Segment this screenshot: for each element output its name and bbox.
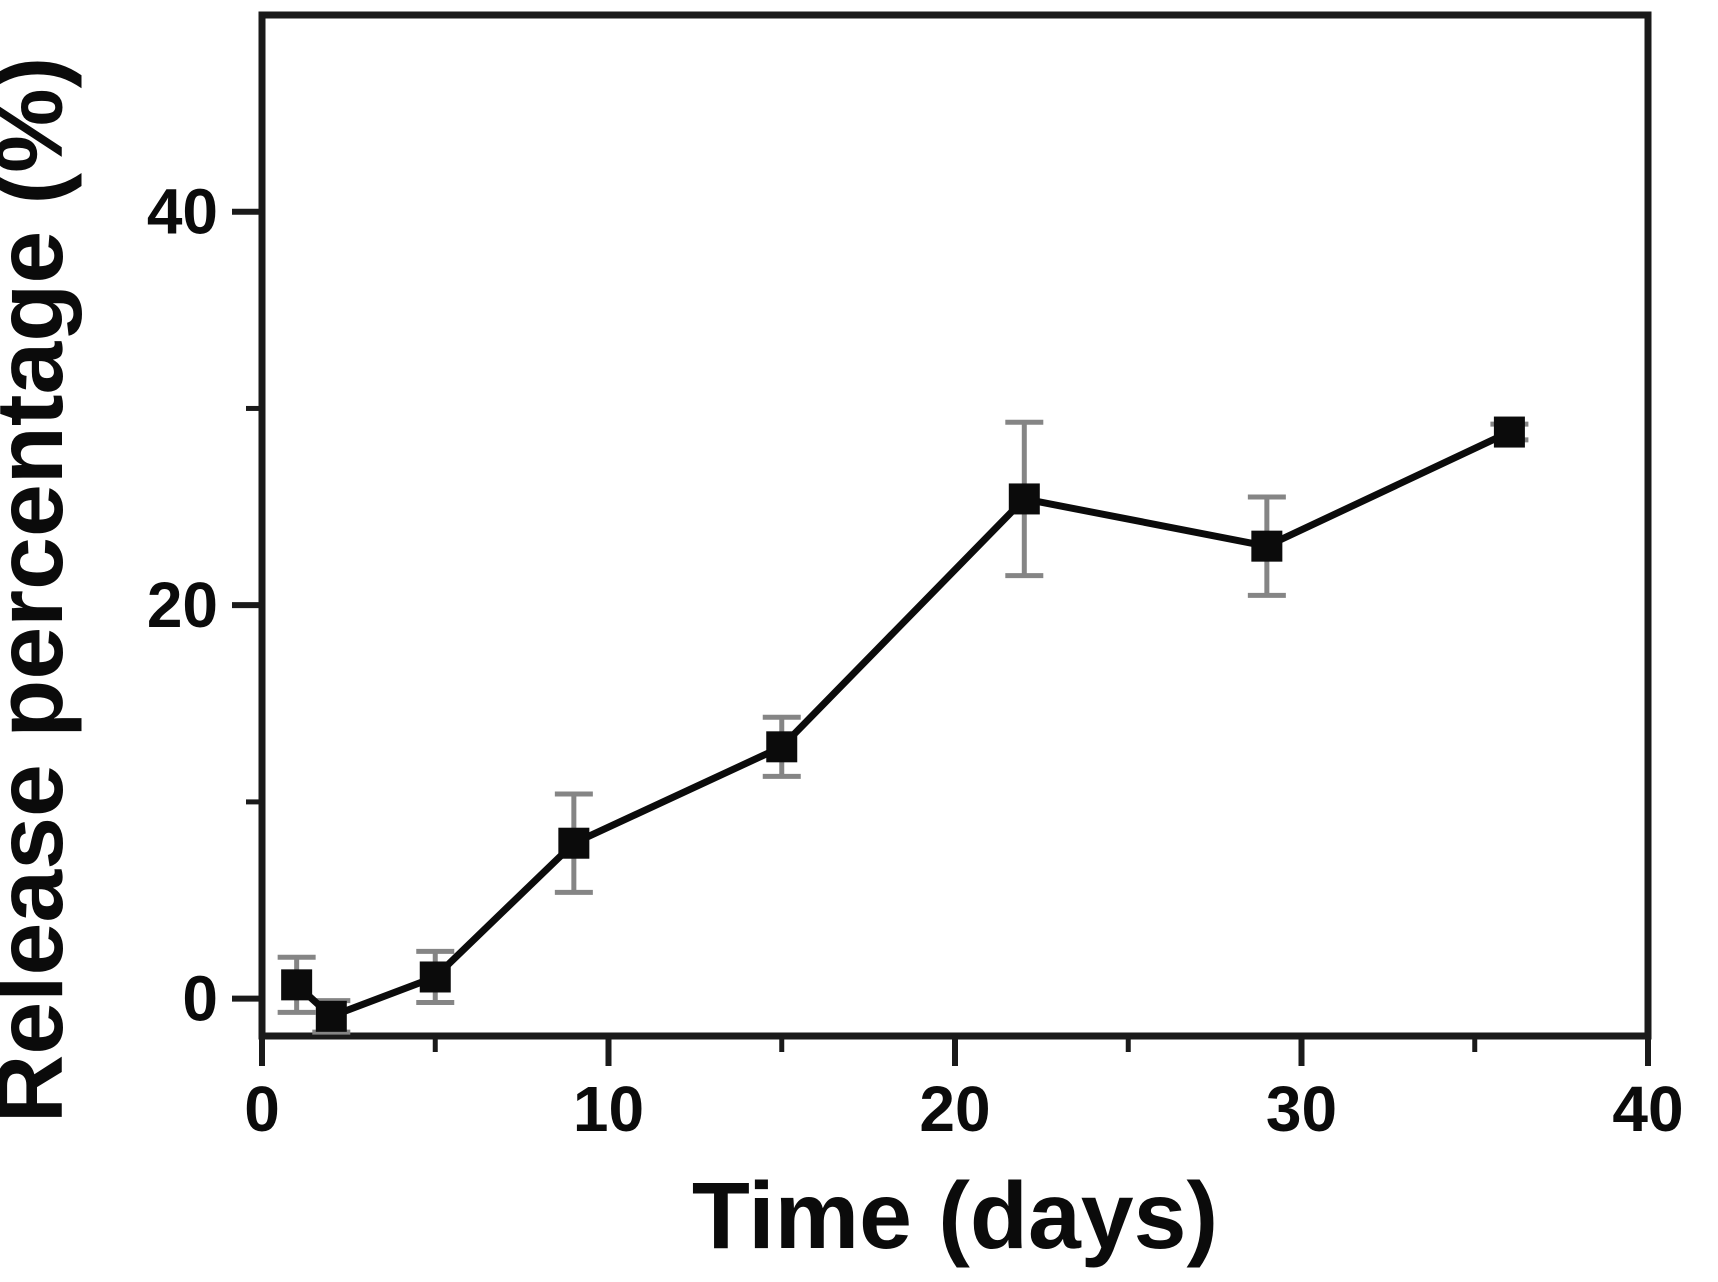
y-axis-title: Release percentage (%) xyxy=(0,57,83,1124)
y-tick-label: 40 xyxy=(147,176,218,248)
y-tick-label: 0 xyxy=(182,963,218,1035)
x-tick-label: 10 xyxy=(573,1073,644,1145)
x-axis-title: Time (days) xyxy=(692,1163,1218,1269)
y-tick-label: 20 xyxy=(147,569,218,641)
data-point-marker xyxy=(1493,416,1525,448)
x-tick-label: 30 xyxy=(1266,1073,1337,1145)
x-tick-label: 20 xyxy=(919,1073,990,1145)
data-point-marker xyxy=(281,969,313,1001)
x-tick-label: 0 xyxy=(244,1073,280,1145)
data-point-marker xyxy=(419,961,451,993)
data-point-marker xyxy=(558,827,590,859)
data-point-marker xyxy=(315,1000,347,1032)
plot-area: 0 10 20 30 40 0 20 40 xyxy=(147,11,1684,1145)
data-point-marker xyxy=(766,731,798,763)
data-point-marker xyxy=(1251,530,1283,562)
data-line xyxy=(293,428,1513,1020)
data-point-marker xyxy=(1008,483,1040,515)
plot-frame xyxy=(258,11,1652,1040)
x-tick-label: 40 xyxy=(1612,1073,1683,1145)
